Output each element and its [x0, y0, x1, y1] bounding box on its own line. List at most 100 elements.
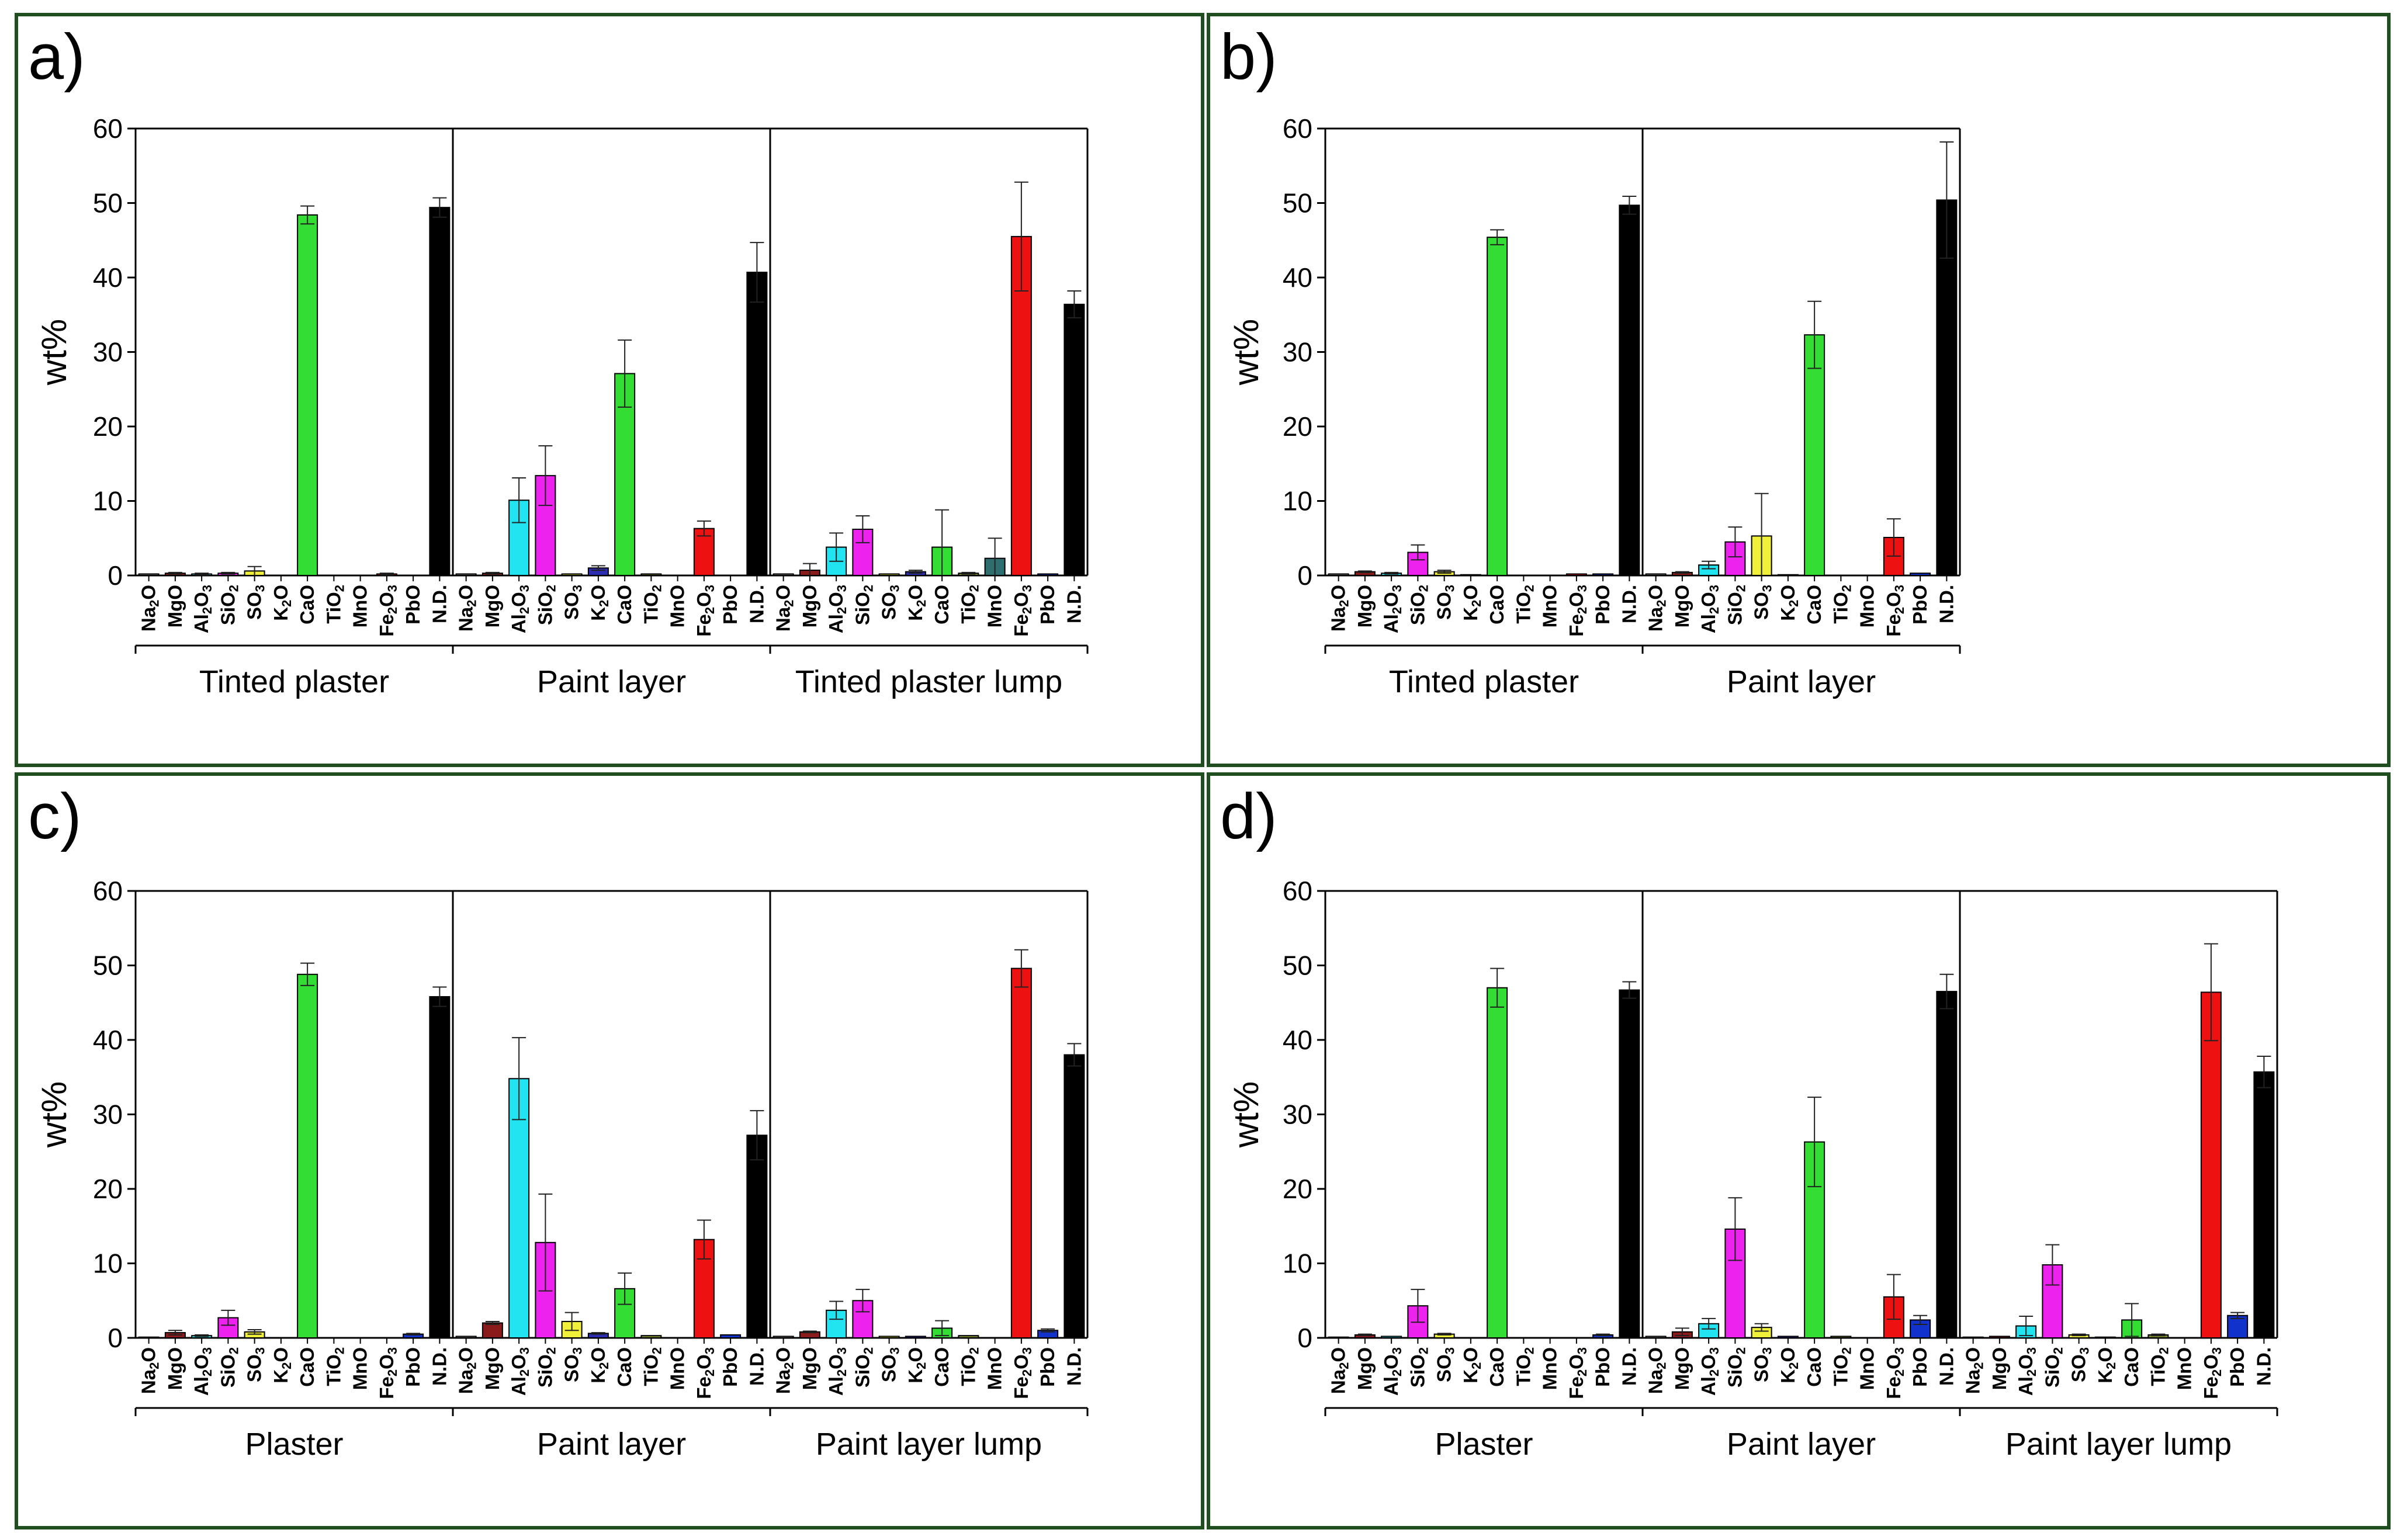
category-label-part: 2	[1839, 585, 1854, 592]
category-label: SO3	[878, 585, 902, 620]
category-label: SO3	[244, 585, 268, 620]
category-label: N.D.	[428, 585, 450, 623]
panel-label: d)	[1220, 781, 1277, 852]
category-label-part: PbO	[2226, 1347, 2248, 1387]
bar-cao	[297, 214, 318, 576]
category-label-part: Al	[825, 1376, 847, 1396]
category-label: SO3	[1433, 585, 1457, 620]
category-label: N.D.	[428, 1347, 450, 1386]
category-label-part: CaO	[1486, 1347, 1508, 1387]
category-label-part: 2	[226, 1347, 241, 1354]
category-label-part: 2	[517, 1369, 532, 1376]
category-label-part: O	[693, 592, 715, 607]
bar-pbo	[720, 1334, 742, 1338]
category-label: MgO	[1354, 585, 1376, 627]
category-label: PbO	[1592, 585, 1613, 625]
category-label-part: 3	[834, 585, 849, 592]
category-label-part: O	[1010, 1354, 1032, 1369]
category-label-part: Al	[508, 1376, 529, 1396]
category-label-part: MnO	[1539, 585, 1561, 627]
category-label-part: 2	[1654, 1362, 1669, 1369]
category-label-part: 2	[385, 607, 400, 614]
category-label-part: 2	[1390, 1369, 1404, 1376]
bar-al2o3	[1381, 1336, 1402, 1338]
category-label-part: 3	[570, 1347, 585, 1354]
category-label-part: K	[1460, 607, 1481, 621]
category-label: CaO	[1803, 585, 1825, 625]
category-label-part: 3	[200, 1347, 214, 1354]
bar-na2o	[1645, 573, 1667, 577]
category-label-part: K	[1777, 1369, 1799, 1383]
category-label-part: 3	[2024, 1347, 2039, 1354]
bar-k2o	[1777, 1336, 1799, 1338]
category-label-part: 2	[1522, 1347, 1536, 1354]
panel-label: b)	[1220, 21, 1277, 93]
category-label-part: 3	[517, 1347, 532, 1354]
category-label-part: MnO	[1539, 1347, 1561, 1390]
category-label-part: K	[587, 1369, 609, 1383]
category-label-part: PbO	[1592, 585, 1613, 625]
category-label-part: MgO	[1671, 1347, 1693, 1390]
y-tick-label: 50	[1283, 951, 1312, 981]
category-label-part: Na	[773, 606, 794, 632]
category-label-part: SiO	[1407, 592, 1428, 625]
category-label: CaO	[296, 1347, 318, 1387]
category-label-part: 2	[597, 600, 611, 607]
category-label-part: TiO	[323, 1354, 344, 1386]
category-label-part: O	[1698, 1354, 1719, 1369]
category-label: PbO	[1037, 1347, 1058, 1387]
category-label-part: SO	[1751, 592, 1772, 620]
category-label: MgO	[164, 1347, 186, 1390]
category-label-part: CaO	[1803, 585, 1825, 625]
category-label-part: N.D.	[1618, 585, 1640, 623]
y-tick-label: 0	[1297, 560, 1312, 591]
category-label-part: 3	[888, 1347, 902, 1354]
bar-nd	[429, 207, 451, 576]
category-label-part: MnO	[349, 1347, 371, 1390]
category-label: SiO2	[851, 1347, 875, 1388]
category-label-part: Al	[1380, 1376, 1402, 1396]
bar-fe2o3	[1010, 235, 1032, 576]
category-label: Al2O3	[1698, 585, 1721, 633]
category-label: SO3	[2068, 1347, 2092, 1382]
category-label-part: 3	[1892, 585, 1907, 592]
category-label: MnO	[349, 585, 371, 627]
category-label-part: O	[376, 1354, 397, 1369]
category-label-part: K	[1777, 607, 1799, 621]
category-label-part: MnO	[2174, 1347, 2195, 1390]
category-label: MgO	[1671, 1347, 1693, 1390]
category-label: N.D.	[1618, 1347, 1640, 1386]
category-label-part: 2	[1416, 1347, 1430, 1354]
group-label: Paint layer	[1727, 1427, 1876, 1462]
category-label-part: O	[2015, 1354, 2036, 1369]
bar-na2o	[455, 1336, 477, 1338]
category-label: Fe2O3	[2200, 1347, 2224, 1399]
category-label: K2O	[1460, 585, 1484, 621]
category-label: TiO2	[323, 1347, 347, 1386]
category-label-part: 2	[2104, 1362, 2118, 1369]
y-tick-label: 50	[1283, 188, 1312, 218]
category-label-part: 3	[1760, 1347, 1775, 1354]
category-label-part: Na	[138, 1369, 160, 1394]
y-tick-label: 30	[93, 1099, 123, 1130]
bar-tio2	[640, 573, 662, 577]
bar-nd	[1936, 991, 1958, 1338]
category-label-part: 2	[834, 607, 849, 614]
category-label-part: 2	[465, 1362, 479, 1369]
category-label-part: Fe	[376, 614, 397, 637]
category-label: K2O	[270, 1347, 294, 1383]
category-label-part: MgO	[482, 1347, 503, 1390]
category-label: MnO	[1856, 1347, 1878, 1390]
category-label: SO3	[1433, 1347, 1457, 1382]
category-label-part: CaO	[614, 1347, 635, 1387]
category-label-part: Na	[1328, 606, 1349, 632]
category-label-part: O	[190, 592, 212, 607]
y-tick-label: 0	[1297, 1323, 1312, 1353]
category-label-part: 3	[200, 585, 214, 592]
category-label-part: O	[270, 585, 292, 600]
category-label: Na2O	[1328, 1347, 1352, 1394]
category-label-part: 2	[914, 1362, 929, 1369]
category-label: SiO2	[217, 585, 241, 625]
category-label-part: MgO	[482, 585, 503, 627]
